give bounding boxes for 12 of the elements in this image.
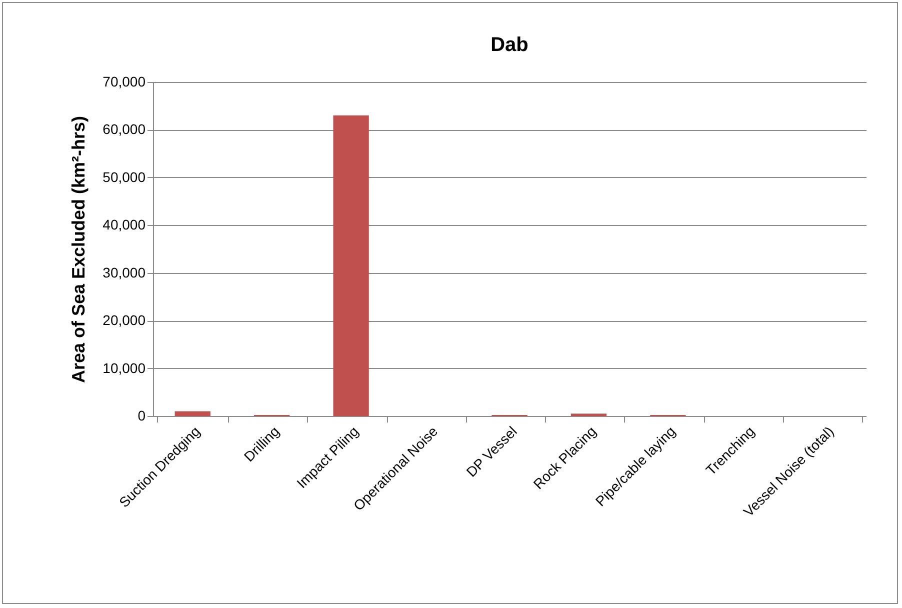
y-tick-label: 30,000 <box>102 264 146 280</box>
y-tick-label: 70,000 <box>102 74 146 90</box>
y-tick-label: 60,000 <box>102 121 146 138</box>
y-tick-label: 20,000 <box>102 312 146 328</box>
y-axis-title: Area of Sea Excluded (km²-hrs) <box>68 116 89 384</box>
chart-title: Dab <box>490 34 528 56</box>
bar <box>174 411 210 416</box>
y-tick-label: 40,000 <box>102 216 146 233</box>
bar <box>333 115 369 416</box>
y-tick-label: 50,000 <box>102 168 146 185</box>
y-tick-label: 0 <box>138 408 146 424</box>
y-tick-label: 10,000 <box>102 360 146 376</box>
